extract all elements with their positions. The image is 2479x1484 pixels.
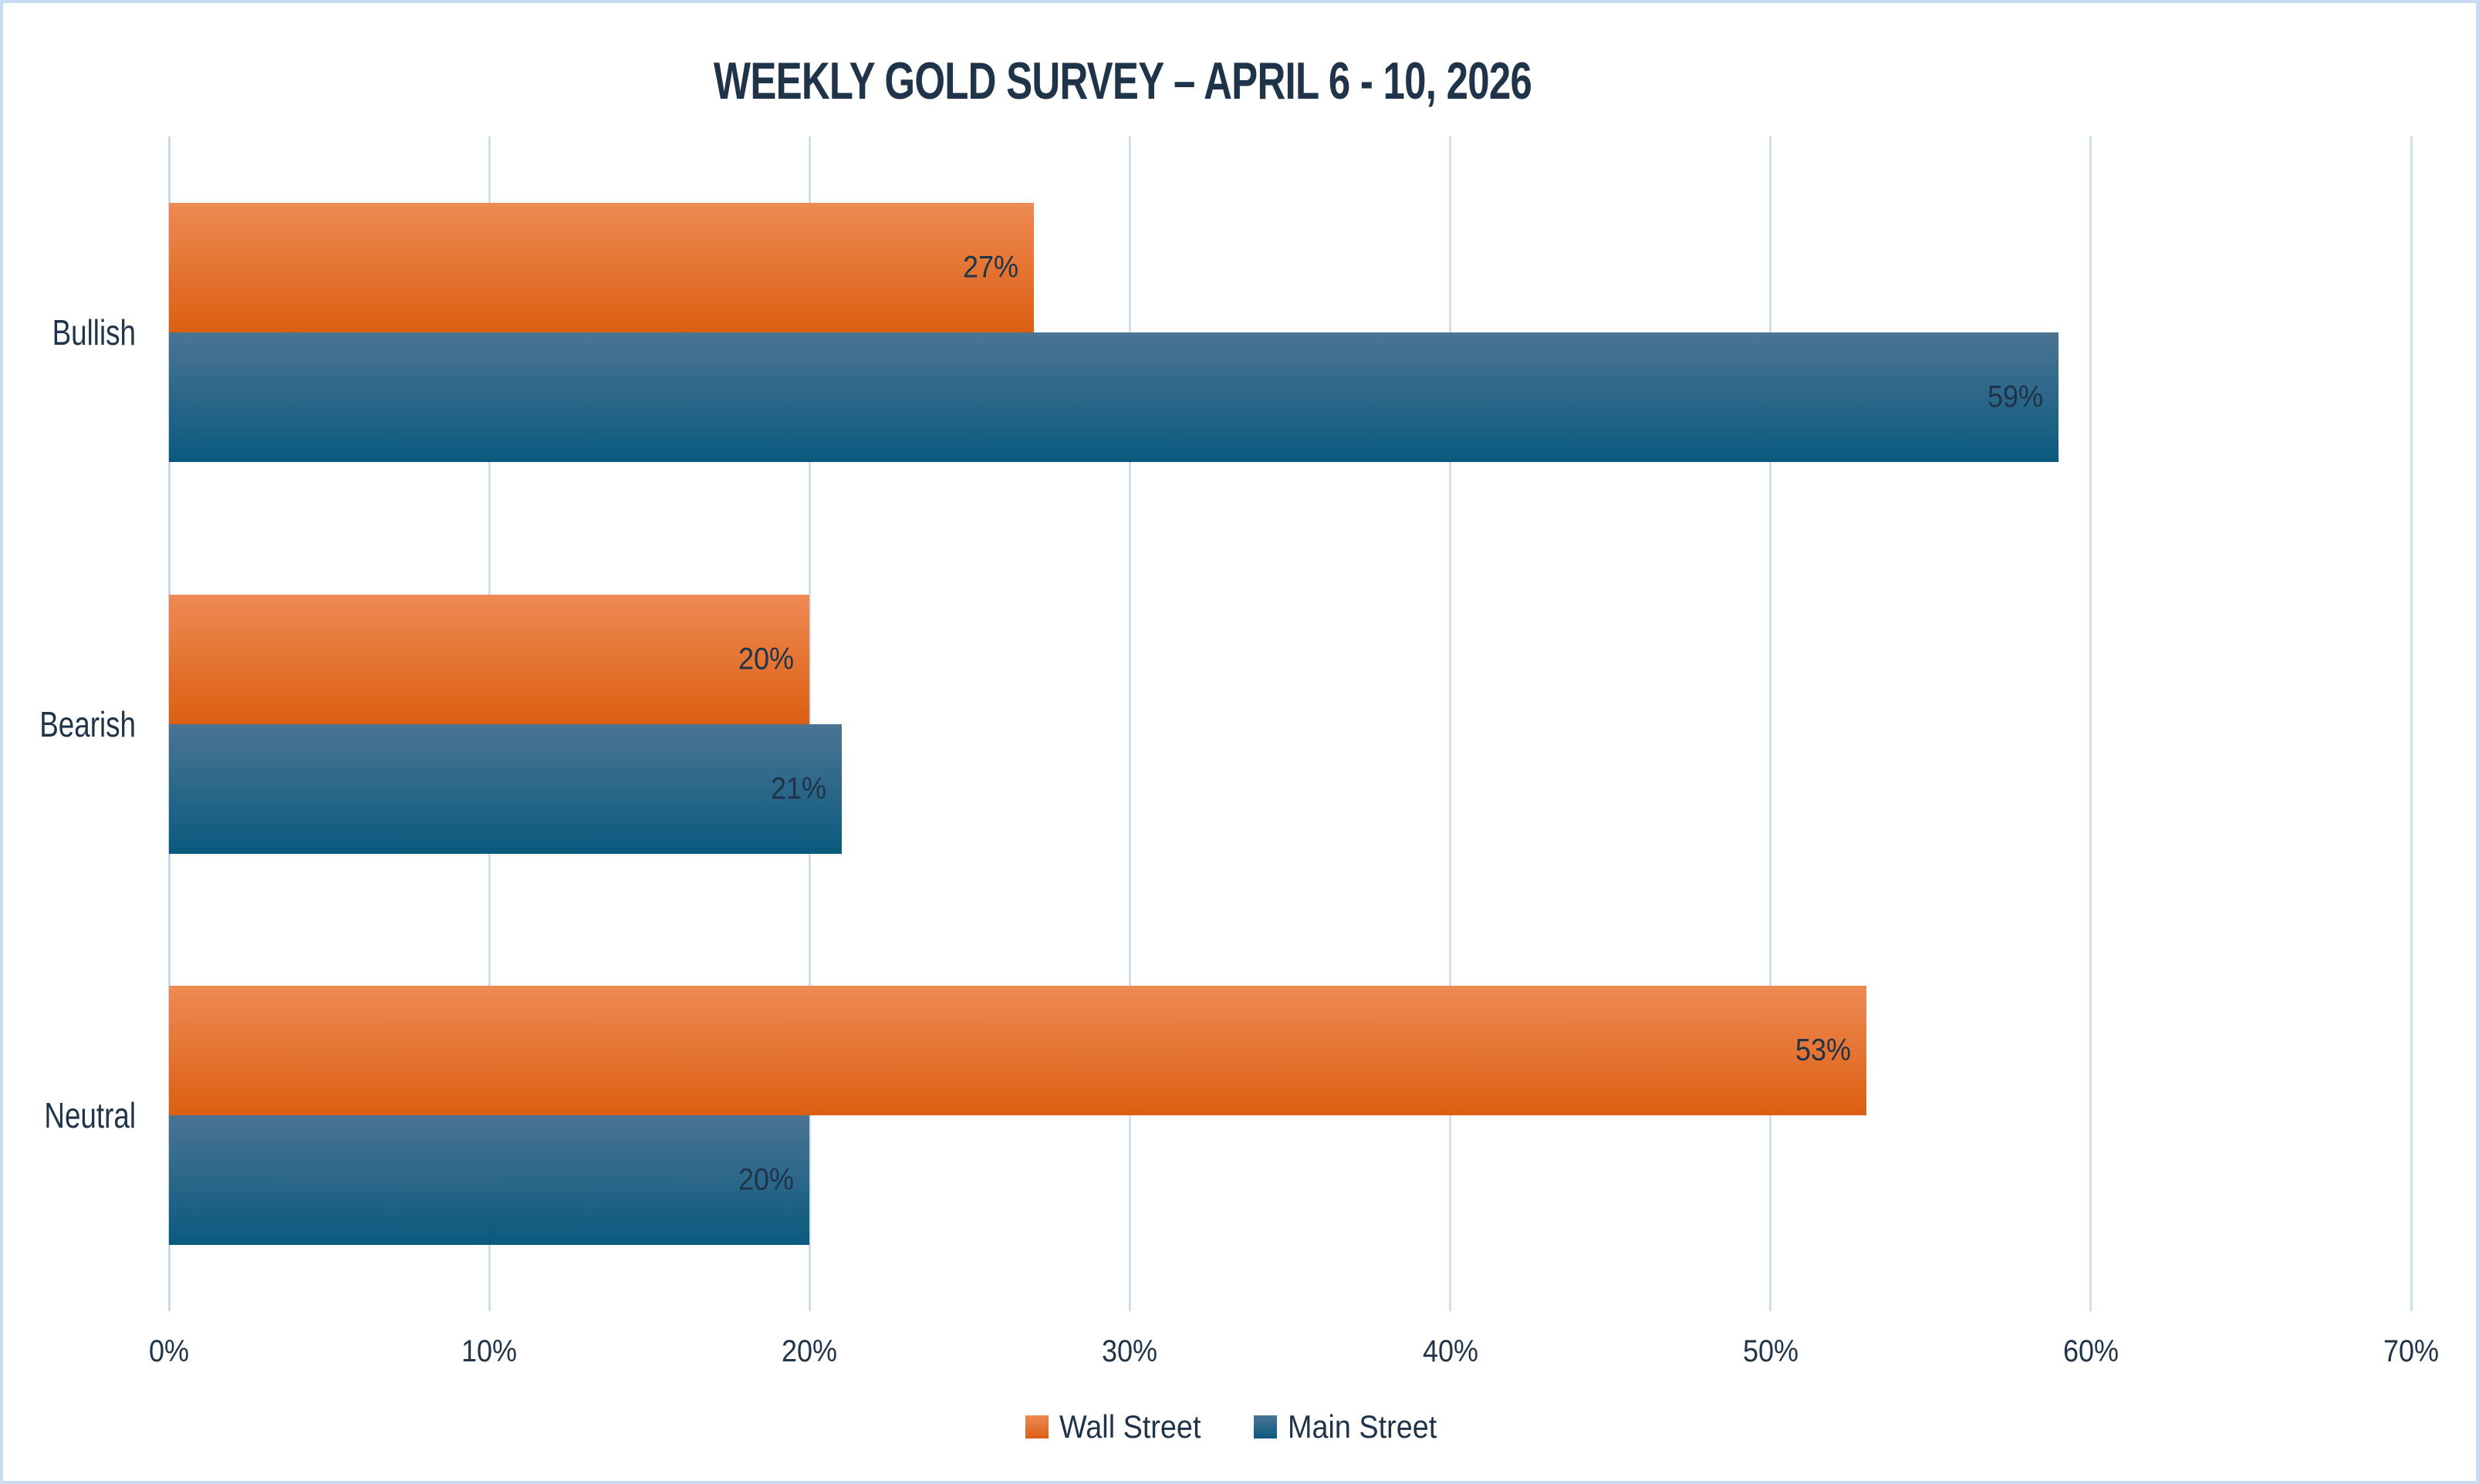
chart-title: WEEKLY GOLD SURVEY – APRIL 6 - 10, 2026 [713, 52, 1532, 110]
bar-value-label: 27% [962, 250, 1018, 285]
x-axis-tick-label: 0% [148, 1334, 190, 1368]
category-label-bearish: Bearish [39, 703, 136, 744]
x-axis-tick-label: 40% [1422, 1334, 1478, 1368]
legend-item-wall-street: Wall Street [1025, 1404, 1217, 1450]
gridline [2410, 137, 2413, 1311]
gridline [1128, 137, 1131, 1311]
bar-wall-street-bullish: 27% [169, 202, 1034, 332]
bar-main-street-neutral: 20% [169, 1115, 810, 1246]
gridline [1449, 137, 1452, 1311]
bar-value-label: 53% [1795, 1033, 1852, 1067]
legend-swatch-main-street [1254, 1415, 1278, 1438]
bar-main-street-bullish: 59% [169, 332, 2059, 462]
category-label-neutral: Neutral [44, 1095, 136, 1136]
x-axis-tick-label: 30% [1102, 1334, 1158, 1368]
x-axis-tick-label: 20% [782, 1334, 838, 1368]
bar-value-label: 59% [1988, 379, 2044, 414]
bar-main-street-bearish: 21% [169, 723, 842, 854]
gridline [1769, 137, 1772, 1311]
bar-value-label: 20% [738, 642, 795, 676]
legend-label-wall-street: Wall Street [1059, 1408, 1201, 1445]
category-label-bullish: Bullish [52, 312, 136, 352]
x-axis-tick-label: 60% [2062, 1334, 2119, 1368]
bar-wall-street-neutral: 53% [169, 986, 1867, 1116]
x-axis-tick-label: 70% [2383, 1334, 2440, 1368]
legend: Wall Street Main Street [0, 1404, 2479, 1450]
bar-value-label: 21% [770, 771, 826, 805]
x-axis-tick-label: 10% [461, 1334, 518, 1368]
gridline [2089, 137, 2092, 1311]
x-axis-tick-label: 50% [1742, 1334, 1798, 1368]
legend-swatch-wall-street [1025, 1415, 1049, 1438]
legend-item-main-street: Main Street [1254, 1404, 1454, 1450]
bar-value-label: 20% [738, 1162, 795, 1197]
plot-area: 27% 59% 20% 21% 53% 20% [167, 137, 2413, 1311]
bar-wall-street-bearish: 20% [169, 594, 810, 724]
legend-label-main-street: Main Street [1288, 1408, 1437, 1445]
